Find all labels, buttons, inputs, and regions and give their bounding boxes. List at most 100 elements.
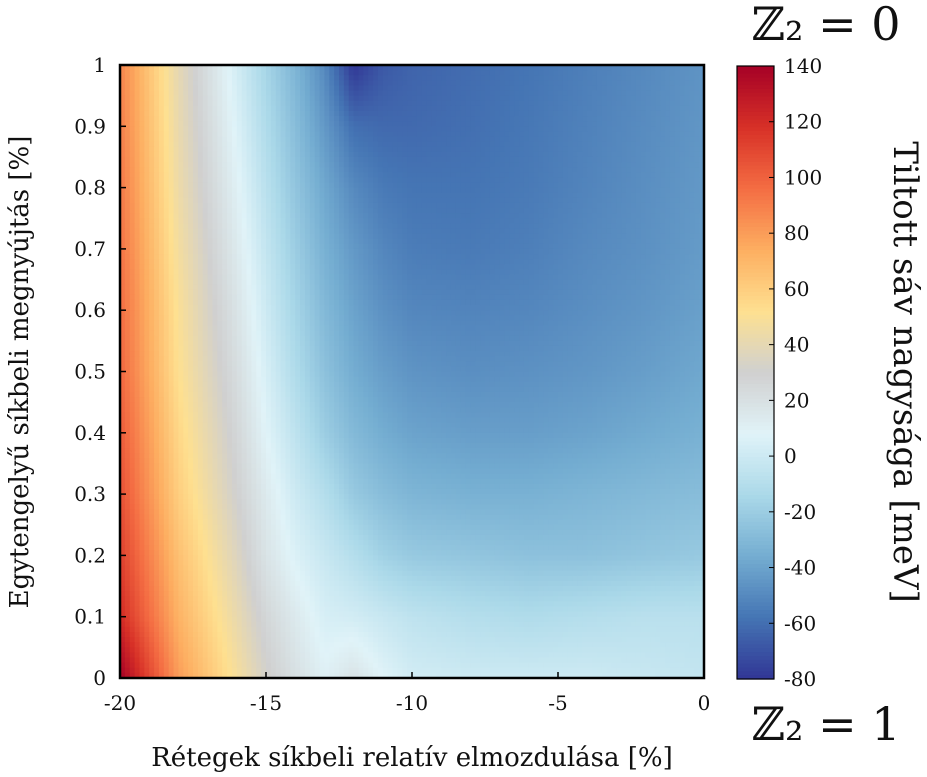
heatmap-cell (300, 223, 306, 230)
heatmap-cell (158, 146, 165, 153)
heatmap-cell (334, 182, 340, 189)
heatmap-cell (377, 90, 384, 97)
heatmap-cell (455, 131, 462, 138)
heatmap-cell (314, 269, 321, 276)
heatmap-cell (158, 177, 165, 184)
heatmap-cell (485, 192, 491, 199)
heatmap-cell (193, 177, 199, 184)
heatmap-cell (489, 269, 496, 276)
heatmap-cell (504, 218, 510, 224)
heatmap-cell (324, 95, 330, 102)
heatmap-cell (178, 131, 184, 138)
heatmap-cell (446, 213, 452, 219)
heatmap-cell (660, 156, 666, 163)
heatmap-cell (343, 162, 350, 168)
heatmap-cell (441, 248, 447, 255)
heatmap-cell (285, 182, 291, 189)
heatmap-cell (202, 197, 209, 204)
heatmap-cell (553, 192, 559, 199)
heatmap-cell (679, 243, 686, 250)
heatmap-cell (465, 264, 471, 270)
heatmap-cell (475, 223, 481, 230)
heatmap-cell (543, 187, 549, 194)
heatmap-cell (377, 213, 384, 219)
heatmap-cell (285, 100, 291, 107)
heatmap-cell (324, 213, 330, 219)
heatmap-cell (173, 192, 179, 199)
heatmap-cell (426, 202, 433, 209)
heatmap-cell (475, 90, 481, 97)
heatmap-cell (275, 90, 282, 97)
heatmap-cell (665, 177, 671, 184)
heatmap-cell (650, 100, 656, 107)
heatmap-cell (168, 156, 175, 163)
heatmap-cell (353, 213, 360, 219)
heatmap-cell (207, 228, 214, 235)
heatmap-cell (300, 182, 306, 189)
heatmap-cell (129, 197, 136, 204)
heatmap-cell (460, 65, 467, 71)
heatmap-cell (188, 259, 194, 265)
heatmap-cell (562, 264, 569, 270)
heatmap-cell (519, 254, 525, 260)
heatmap-cell (460, 172, 467, 178)
heatmap-cell (392, 228, 398, 235)
heatmap-cell (450, 238, 457, 245)
heatmap-cell (489, 228, 496, 235)
heatmap-cell (236, 105, 243, 112)
heatmap-cell (485, 131, 491, 138)
heatmap-cell (217, 197, 223, 204)
heatmap-cell (650, 208, 656, 214)
heatmap-cell (412, 151, 418, 158)
heatmap-cell (295, 264, 301, 270)
heatmap-cell (183, 121, 189, 127)
heatmap-cell (334, 228, 340, 235)
heatmap-cell (236, 238, 243, 245)
heatmap-cell (650, 223, 656, 230)
heatmap-cell (266, 254, 272, 260)
heatmap-cell (168, 121, 175, 127)
heatmap-cell (402, 264, 408, 270)
heatmap-cell (470, 182, 476, 189)
heatmap-cell (577, 121, 583, 127)
heatmap-cell (207, 100, 214, 107)
heatmap-cell (353, 243, 360, 250)
heatmap-cell (684, 192, 690, 199)
heatmap-cell (124, 202, 131, 209)
heatmap-cell (188, 172, 194, 178)
heatmap-cell (407, 146, 413, 153)
heatmap-cell (134, 243, 141, 250)
heatmap-cell (120, 141, 126, 148)
heatmap-cell (348, 136, 355, 143)
heatmap-cell (509, 264, 515, 270)
heatmap-cell (256, 218, 262, 224)
heatmap-cell (480, 126, 486, 133)
heatmap-cell (523, 248, 530, 255)
heatmap-cell (567, 126, 574, 133)
heatmap-cell (285, 80, 291, 87)
heatmap-cell (669, 80, 676, 87)
heatmap-cell (558, 151, 564, 158)
heatmap-cell (509, 100, 515, 107)
heatmap-cell (631, 213, 637, 219)
heatmap-cell (339, 156, 345, 163)
heatmap-cell (377, 254, 384, 260)
heatmap-cell (348, 75, 355, 81)
heatmap-cell (373, 110, 379, 117)
heatmap-cell (572, 156, 579, 163)
heatmap-cell (621, 70, 627, 76)
heatmap-cell (674, 90, 681, 97)
heatmap-cell (251, 192, 257, 199)
heatmap-cell (587, 100, 593, 107)
heatmap-cell (626, 90, 632, 97)
heatmap-cell (528, 228, 535, 235)
heatmap-cell (382, 85, 389, 92)
heatmap-cell (149, 85, 155, 92)
heatmap-cell (334, 187, 340, 194)
heatmap-cell (421, 116, 428, 122)
heatmap-cell (173, 187, 179, 194)
heatmap-cell (528, 100, 535, 107)
heatmap-cell (523, 228, 530, 235)
heatmap-cell (645, 75, 652, 81)
heatmap-cell (592, 156, 598, 163)
